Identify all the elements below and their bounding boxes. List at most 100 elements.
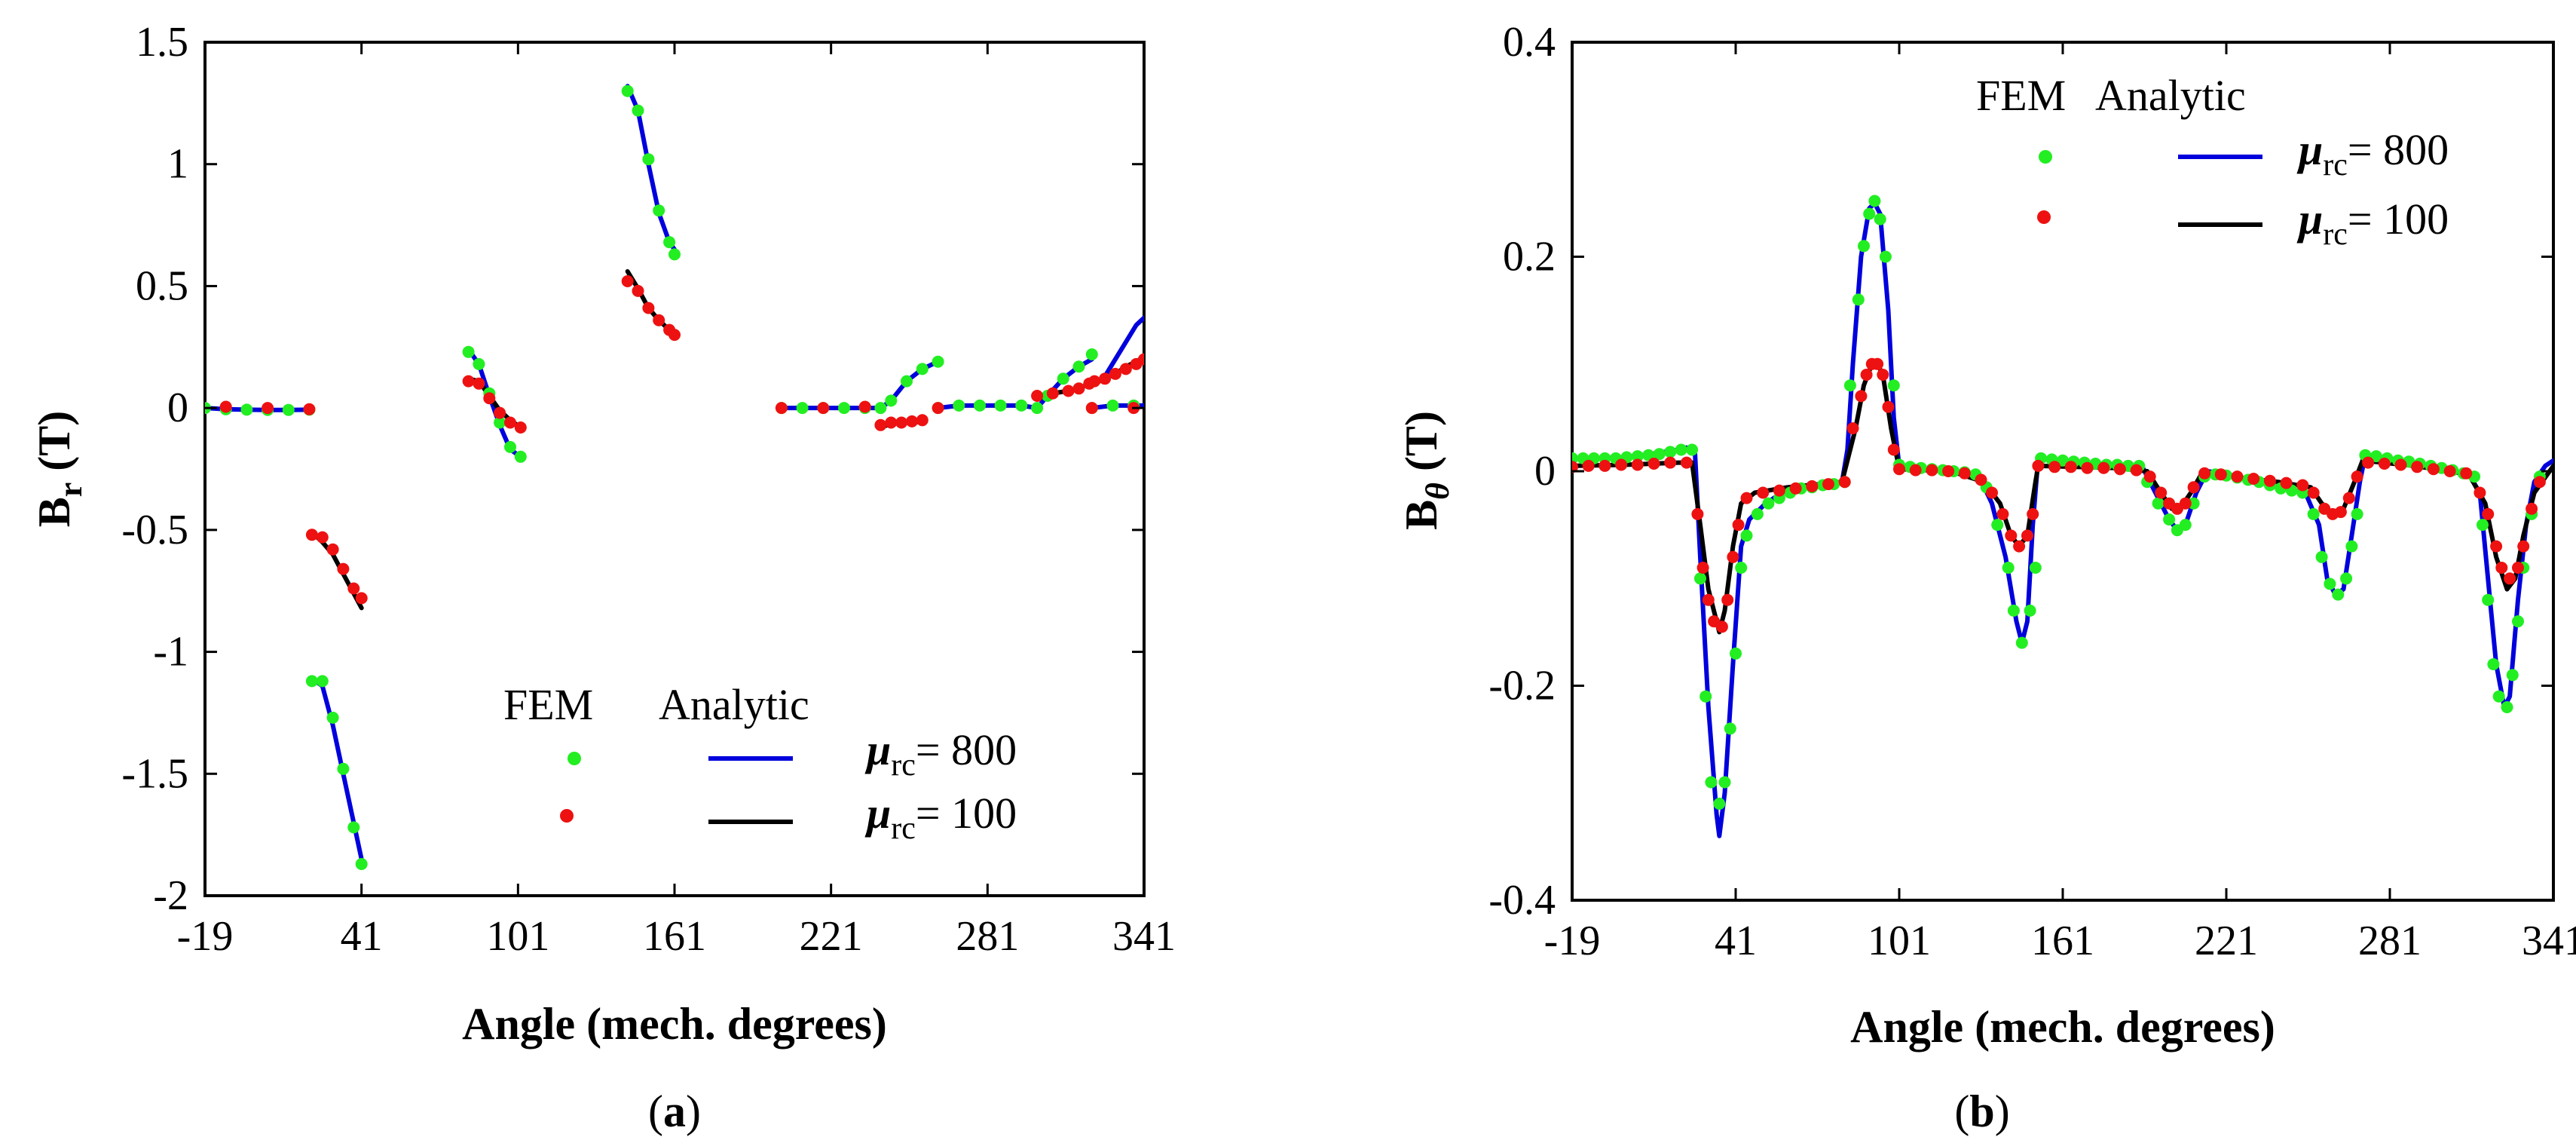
panel-b-point-fem-rc-100-77	[2482, 507, 2495, 520]
panel-a-y-axis-label-main: B	[29, 497, 79, 527]
panel-b-y-axis-label: Bθ (T)	[1397, 411, 1456, 530]
panel-b-point-fem-rc-100-12	[1715, 621, 1728, 633]
panel-b-point-fem-rc-100-54	[2179, 497, 2192, 510]
panel-a-marks	[205, 84, 1144, 870]
panel-b-point-fem-rc-800-98	[2482, 593, 2495, 606]
panel-b-x-tick-label-5: 281	[2358, 918, 2422, 964]
panel-b-point-fem-rc-100-15	[1732, 519, 1745, 532]
panel-b-x-tick-label-2: 101	[1868, 918, 1931, 964]
panel-b-point-fem-rc-100-41	[2021, 529, 2033, 542]
panel-b-point-fem-rc-100-31	[1893, 463, 1905, 476]
panel-a-y-tick-label-4: -0.5	[121, 507, 188, 553]
panel-b-point-fem-rc-800-32	[1858, 240, 1870, 253]
panel-a-point-fem-rc-800-29	[874, 402, 887, 415]
panel-b-point-fem-rc-100-16	[1740, 492, 1753, 504]
panel-a-point-fem-rc-800-12	[462, 345, 475, 358]
panel-b-point-fem-rc-800-6	[1631, 450, 1644, 463]
panel-a-point-fem-rc-100-39	[1099, 372, 1112, 385]
panel-a-point-fem-rc-100-40	[1109, 367, 1121, 380]
panel-b-point-fem-rc-100-82	[2517, 540, 2530, 553]
panel-b-point-fem-rc-800-65	[2163, 513, 2176, 526]
panel-a-point-fem-rc-100-16	[632, 284, 644, 297]
panel-a-point-fem-rc-800-22	[663, 236, 676, 249]
panel-b-point-fem-rc-800-34	[1868, 195, 1881, 207]
panel-b-legend-label-800: μrc= 800	[2296, 125, 2449, 182]
panel-b-point-fem-rc-800-19	[1735, 562, 1748, 574]
panel-a-y-axis-label-sub: r	[52, 483, 89, 498]
panel-a-line-analytic-rc-800-4	[779, 359, 941, 411]
panel-b-point-fem-rc-100-46	[2081, 461, 2094, 474]
panel-b-y-axis-label-unit: (T)	[1397, 411, 1446, 483]
panel-a-point-fem-rc-800-18	[621, 84, 634, 97]
panel-b-point-fem-rc-800-64	[2152, 497, 2165, 510]
panel-a-point-fem-rc-800-25	[796, 402, 809, 415]
panel-a-point-fem-rc-100-38	[1088, 375, 1101, 388]
panel-a-point-fem-rc-800-21	[653, 204, 665, 217]
panel-a-point-fem-rc-100-4	[316, 531, 329, 544]
panel-b-point-fem-rc-800-37	[1887, 379, 1900, 392]
panel-a-point-fem-rc-100-22	[817, 402, 830, 415]
panel-b-point-fem-rc-800-10	[1675, 443, 1687, 456]
panel-b-point-fem-rc-100-8	[1691, 507, 1704, 520]
panel-a-x-tick-label-1: 41	[341, 913, 383, 960]
panel-a-point-fem-rc-800-41	[1057, 372, 1069, 385]
panel-a-point-fem-rc-100-0	[219, 400, 232, 413]
panel-b-point-fem-rc-100-43	[2032, 459, 2045, 472]
panel-a-y-tick-label-6: -1.5	[121, 750, 188, 797]
panel-a-x-tick-label-5: 281	[956, 913, 1019, 960]
panel-b-point-fem-rc-800-36	[1879, 250, 1892, 263]
panel-b-point-fem-rc-100-79	[2495, 562, 2508, 574]
panel-a-point-fem-rc-800-36	[974, 399, 986, 412]
panel-b-legend-analytic-header: Analytic	[2095, 71, 2246, 120]
panel-b-point-fem-rc-800-103	[2512, 615, 2524, 628]
panel-a-point-fem-rc-100-32	[1062, 385, 1075, 397]
panel-b-point-fem-rc-800-50	[2015, 636, 2028, 649]
panel-b-point-fem-rc-100-55	[2187, 481, 2200, 494]
panel-b-point-fem-rc-800-47	[1991, 519, 2004, 532]
panel-b-legend-fem-dot-800	[2039, 150, 2052, 164]
panel-b-point-fem-rc-800-21	[1751, 507, 1764, 520]
panel-b-point-fem-rc-100-71	[2394, 458, 2407, 471]
panel-b-point-fem-rc-800-87	[2369, 450, 2382, 463]
panel-b-y-axis-label-sub: θ	[1419, 483, 1456, 500]
panel-a-point-fem-rc-800-2	[240, 403, 253, 416]
panel-a-point-fem-rc-100-41	[1119, 363, 1132, 375]
panel-b-x-tick-label-1: 41	[1715, 918, 1757, 964]
panel-a-y-tick-label-0: 1.5	[136, 19, 188, 66]
panel-a-point-fem-rc-100-8	[355, 592, 368, 605]
panel-b-point-fem-rc-100-5	[1647, 458, 1660, 470]
panel-b-point-fem-rc-800-79	[2307, 507, 2320, 520]
panel-a-point-fem-rc-100-27	[906, 415, 918, 427]
panel-a-point-fem-rc-800-39	[1031, 402, 1044, 415]
panel-b-point-fem-rc-800-67	[2179, 519, 2192, 532]
panel-b-point-fem-rc-100-35	[1958, 467, 1971, 480]
panel-a-point-fem-rc-100-23	[858, 400, 871, 413]
panel-b-point-fem-rc-100-78	[2490, 540, 2503, 553]
panel-a-x-tick-label-3: 161	[643, 913, 706, 960]
panel-b-point-fem-rc-100-23	[1846, 422, 1859, 435]
panel-b-point-fem-rc-100-39	[2005, 529, 2018, 542]
panel-a-y-tick-label-1: 1	[167, 141, 188, 188]
panel-b-point-fem-rc-100-72	[2411, 461, 2424, 473]
panel-a-point-fem-rc-800-38	[1015, 399, 1028, 412]
panel-b-point-fem-rc-100-28	[1877, 369, 1889, 381]
panel-a-caption: (a)	[648, 1086, 701, 1136]
panel-b-y-tick-label-0: 0.4	[1503, 19, 1556, 66]
panel-a-x-tick-label-6: 341	[1112, 913, 1176, 960]
panel-a-point-fem-rc-800-16	[504, 440, 516, 453]
panel-b-point-fem-rc-100-76	[2474, 486, 2486, 499]
panel-b-point-fem-rc-100-2	[1599, 459, 1611, 472]
panel-b-point-fem-rc-100-67	[2342, 492, 2355, 504]
panel-a-x-tick-label-4: 221	[800, 913, 863, 960]
panel-a-point-fem-rc-100-35	[1085, 402, 1098, 415]
panel-b-ticks: -19 41 101 161 221 281 341 0.4 0.2 0 -0.2 -0.4	[1488, 19, 2576, 964]
panel-b-point-fem-rc-100-22	[1838, 476, 1851, 489]
panel-b-point-fem-rc-800-100	[2492, 690, 2505, 703]
panel-a-point-fem-rc-100-14	[514, 421, 527, 434]
panel-b-x-tick-label-3: 161	[2031, 918, 2094, 964]
panel-b-point-fem-rc-100-48	[2113, 463, 2126, 476]
panel-a-point-fem-rc-100-17	[642, 302, 655, 314]
panel-b-point-fem-rc-800-15	[1713, 798, 1726, 810]
panel-b-point-fem-rc-800-85	[2351, 507, 2363, 520]
panel-b-point-fem-rc-100-51	[2155, 486, 2168, 499]
